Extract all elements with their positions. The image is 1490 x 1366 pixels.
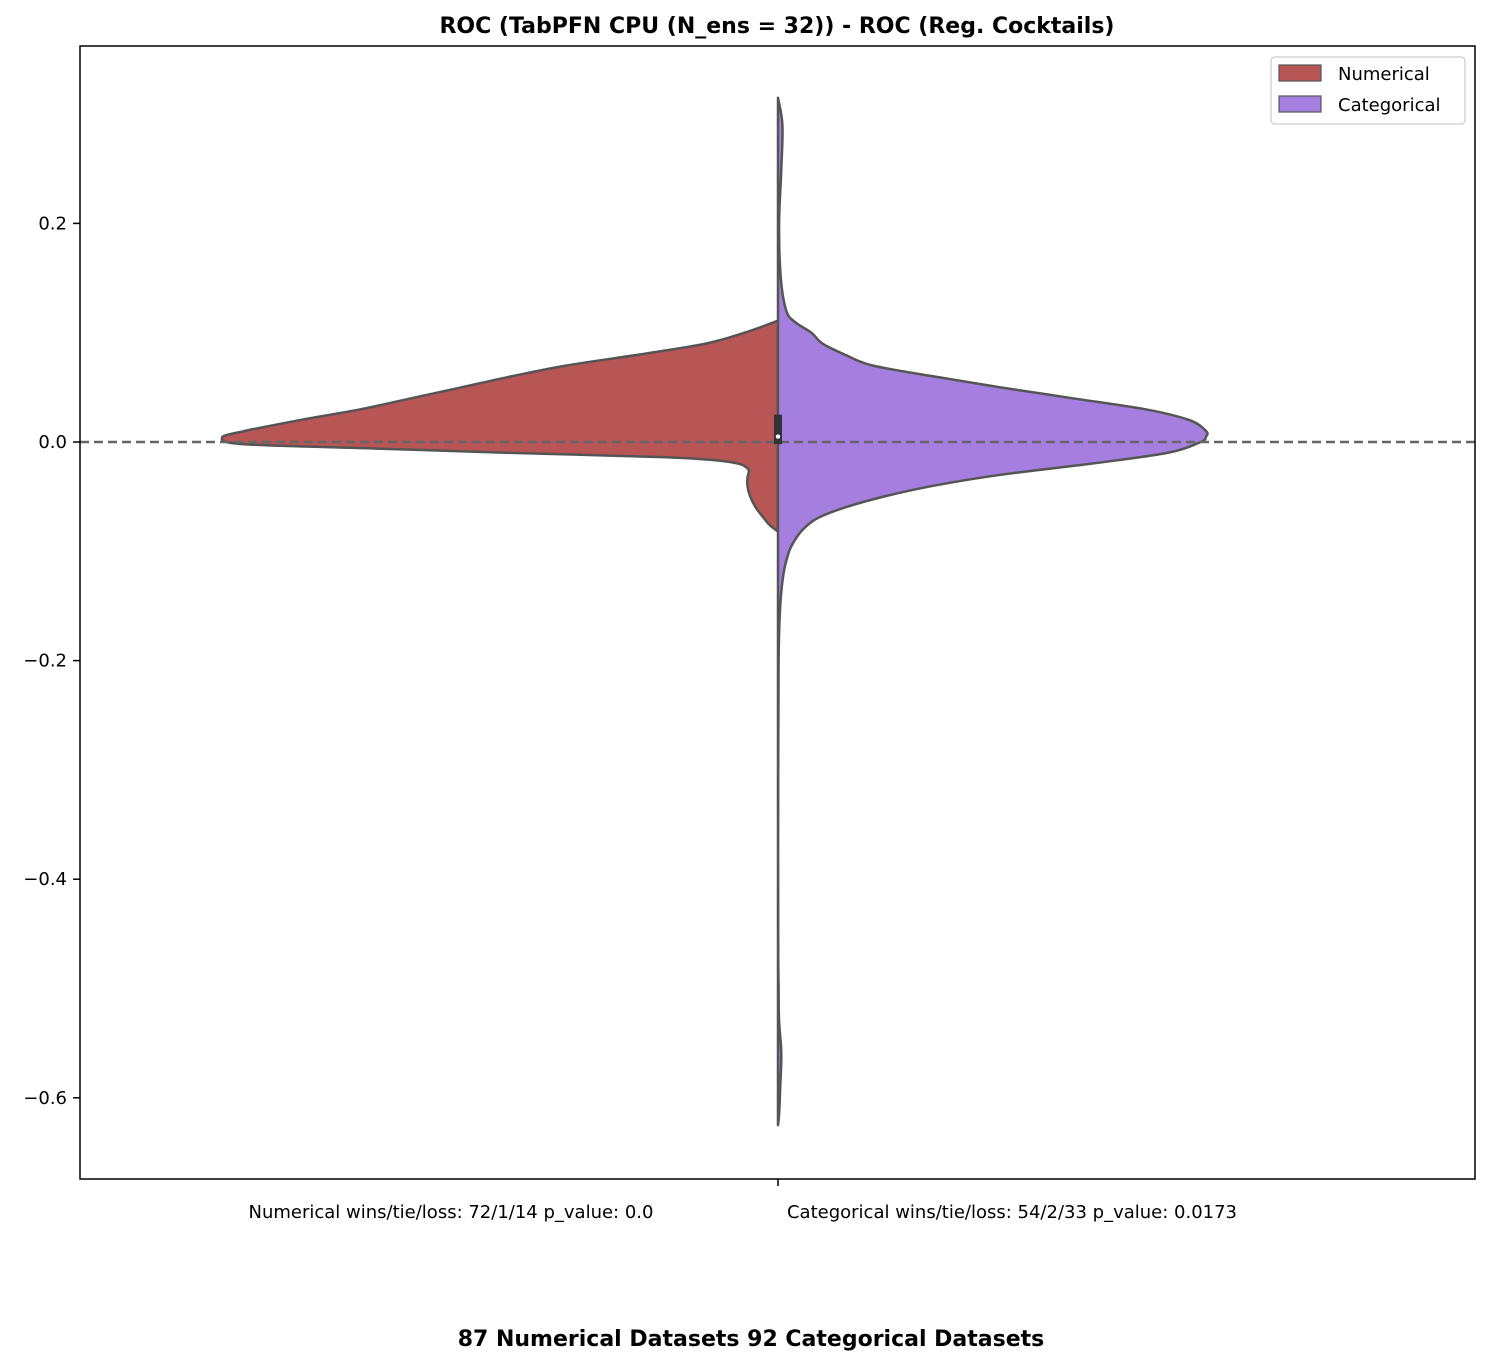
violin-numerical xyxy=(220,319,780,533)
categorical-annotation: Categorical wins/tie/loss: 54/2/33 p_val… xyxy=(787,1202,1237,1223)
numerical-annotation: Numerical wins/tie/loss: 72/1/14 p_value… xyxy=(249,1202,654,1223)
y-tick-label: −0.6 xyxy=(23,1088,67,1109)
y-tick-label: −0.2 xyxy=(23,651,67,672)
median-point xyxy=(775,434,781,439)
legend-label-numerical: Numerical xyxy=(1338,64,1430,85)
legend: Numerical Categorical xyxy=(1270,56,1466,125)
violin-categorical xyxy=(776,96,1209,1127)
legend-swatch-numerical xyxy=(1278,64,1322,82)
y-tick-label: 0.2 xyxy=(38,213,67,234)
chart-title: ROC (TabPFN CPU (N_ens = 32)) - ROC (Reg… xyxy=(439,14,1114,39)
quartile-box xyxy=(774,414,782,445)
y-tick-label: −0.4 xyxy=(23,869,67,890)
footer-dataset-counts: 87 Numerical Datasets 92 Categorical Dat… xyxy=(458,1327,1045,1352)
legend-swatch-categorical xyxy=(1278,95,1322,113)
y-axis: 0.2 0.0 −0.2 −0.4 −0.6 xyxy=(23,213,80,1109)
legend-label-categorical: Categorical xyxy=(1338,95,1441,116)
plot-area xyxy=(80,96,1475,1127)
y-tick-label: 0.0 xyxy=(38,432,67,453)
